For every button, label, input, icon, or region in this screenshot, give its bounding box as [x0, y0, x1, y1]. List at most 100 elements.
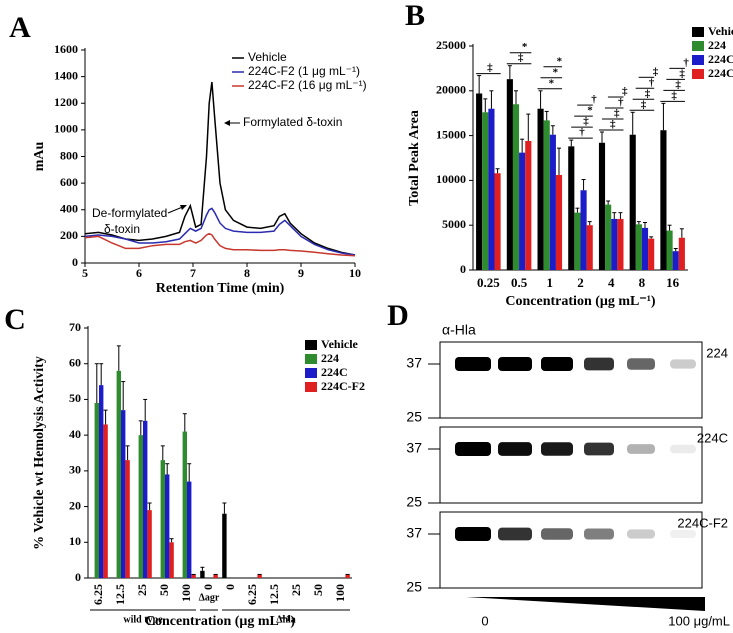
legend-swatch [305, 382, 317, 392]
legend-label: 224C-F2 (16 μg mL⁻¹) [248, 78, 367, 92]
x-axis-label: Concentration (μg mL⁻¹) [505, 294, 656, 309]
series-line [84, 232, 356, 257]
bar [666, 230, 673, 270]
bar [191, 574, 196, 578]
x-axis-label: Retention Time (min) [156, 281, 285, 296]
band [584, 442, 614, 456]
legend-label: Vehicle [248, 50, 287, 64]
bar [506, 79, 513, 270]
legend-swatch [692, 69, 704, 79]
band [541, 357, 573, 371]
arrowhead [224, 120, 230, 126]
bar [605, 204, 612, 270]
x-tick-label: 4 [608, 275, 615, 290]
y-tick-label: 600 [60, 175, 78, 189]
x-tick-label: 50 [157, 584, 171, 596]
significance-mark: ‡ [622, 86, 628, 98]
bar [143, 420, 148, 578]
x-tick-label: 0.5 [511, 275, 528, 290]
marker-label: 37 [406, 355, 422, 371]
y-tick-label: 10 [69, 534, 81, 548]
x-tick-label: 0.25 [477, 275, 500, 290]
y-tick-label: 1400 [54, 68, 78, 82]
bar [94, 403, 99, 578]
x-tick-label: 16 [666, 275, 680, 290]
band [455, 527, 491, 541]
series-line [84, 81, 356, 256]
x-tick-label: 1 [547, 275, 554, 290]
y-tick-label: 5000 [442, 217, 466, 231]
panel-label: 224C-F2 [677, 515, 728, 530]
legend-label: 224C-F2 (1 μg mL⁻¹) [248, 64, 360, 78]
bar [494, 173, 501, 270]
band [498, 357, 532, 371]
panel-letter: A [9, 11, 31, 44]
x-tick-label: 0 [201, 584, 215, 590]
y-tick-label: 1200 [54, 95, 78, 109]
legend-swatch [305, 340, 317, 350]
significance-mark: ‡ [487, 62, 493, 74]
y-tick-label: 70 [69, 320, 81, 334]
x-tick-label: 0 [223, 584, 237, 590]
y-tick-label: 60 [69, 355, 81, 369]
band [584, 357, 614, 371]
y-axis-label: mAu [32, 142, 47, 172]
blot-panel [439, 426, 703, 504]
x-tick-label: 8 [639, 275, 646, 290]
marker-label: 25 [406, 409, 422, 425]
x-tick-label: 12.5 [267, 584, 281, 605]
significance-mark: † [618, 97, 624, 109]
bar [213, 574, 218, 578]
x-tick-label: 8 [244, 266, 250, 280]
blot-panel [439, 511, 703, 589]
group-label: wild type [123, 614, 163, 625]
x-tick-label: 9 [298, 266, 304, 280]
bar [138, 435, 143, 578]
x-tick-label: 6.25 [245, 584, 259, 605]
significance-mark: ‡ [583, 116, 589, 128]
y-tick-label: 10000 [436, 172, 466, 186]
x-label: 100 μg/mL [668, 613, 730, 628]
band [584, 528, 614, 540]
significance-mark: * [557, 55, 563, 67]
annotation: δ-toxin [104, 222, 140, 236]
bar [519, 152, 526, 270]
x-axis-label: Concentration (μg mL⁻¹) [145, 614, 296, 629]
x-tick-label: 100 [179, 584, 193, 602]
bar [103, 424, 108, 578]
legend-swatch [305, 354, 317, 364]
x-tick-label: 7 [190, 266, 196, 280]
bar [568, 146, 575, 270]
band [455, 442, 491, 456]
y-tick-label: 50 [69, 391, 81, 405]
bar [187, 481, 192, 578]
bar [182, 431, 187, 578]
x-label: 0 [481, 613, 488, 628]
series-line [84, 207, 356, 256]
bar [125, 460, 130, 578]
bar [598, 142, 606, 270]
band [627, 444, 655, 454]
y-tick-label: 20 [69, 498, 81, 512]
x-tick-label: 6 [136, 266, 142, 280]
bar [648, 238, 655, 270]
bar [555, 175, 563, 270]
legend-label: 224 [708, 38, 726, 52]
blot-title: α-Hla [442, 322, 476, 338]
band [670, 359, 696, 369]
marker-label: 37 [406, 440, 422, 456]
bar [678, 237, 685, 270]
legend-label: 224C [321, 365, 348, 379]
legend-label: Vehicle [708, 24, 733, 38]
bar [200, 570, 205, 578]
bar [147, 510, 152, 578]
panel-label: 224C [697, 430, 728, 445]
y-tick-label: 20000 [436, 83, 466, 97]
band [498, 442, 532, 456]
significance-mark: ‡ [614, 108, 620, 120]
panel-label: 224 [706, 345, 728, 360]
bar [617, 218, 624, 270]
bar [482, 112, 489, 270]
band [670, 444, 696, 454]
